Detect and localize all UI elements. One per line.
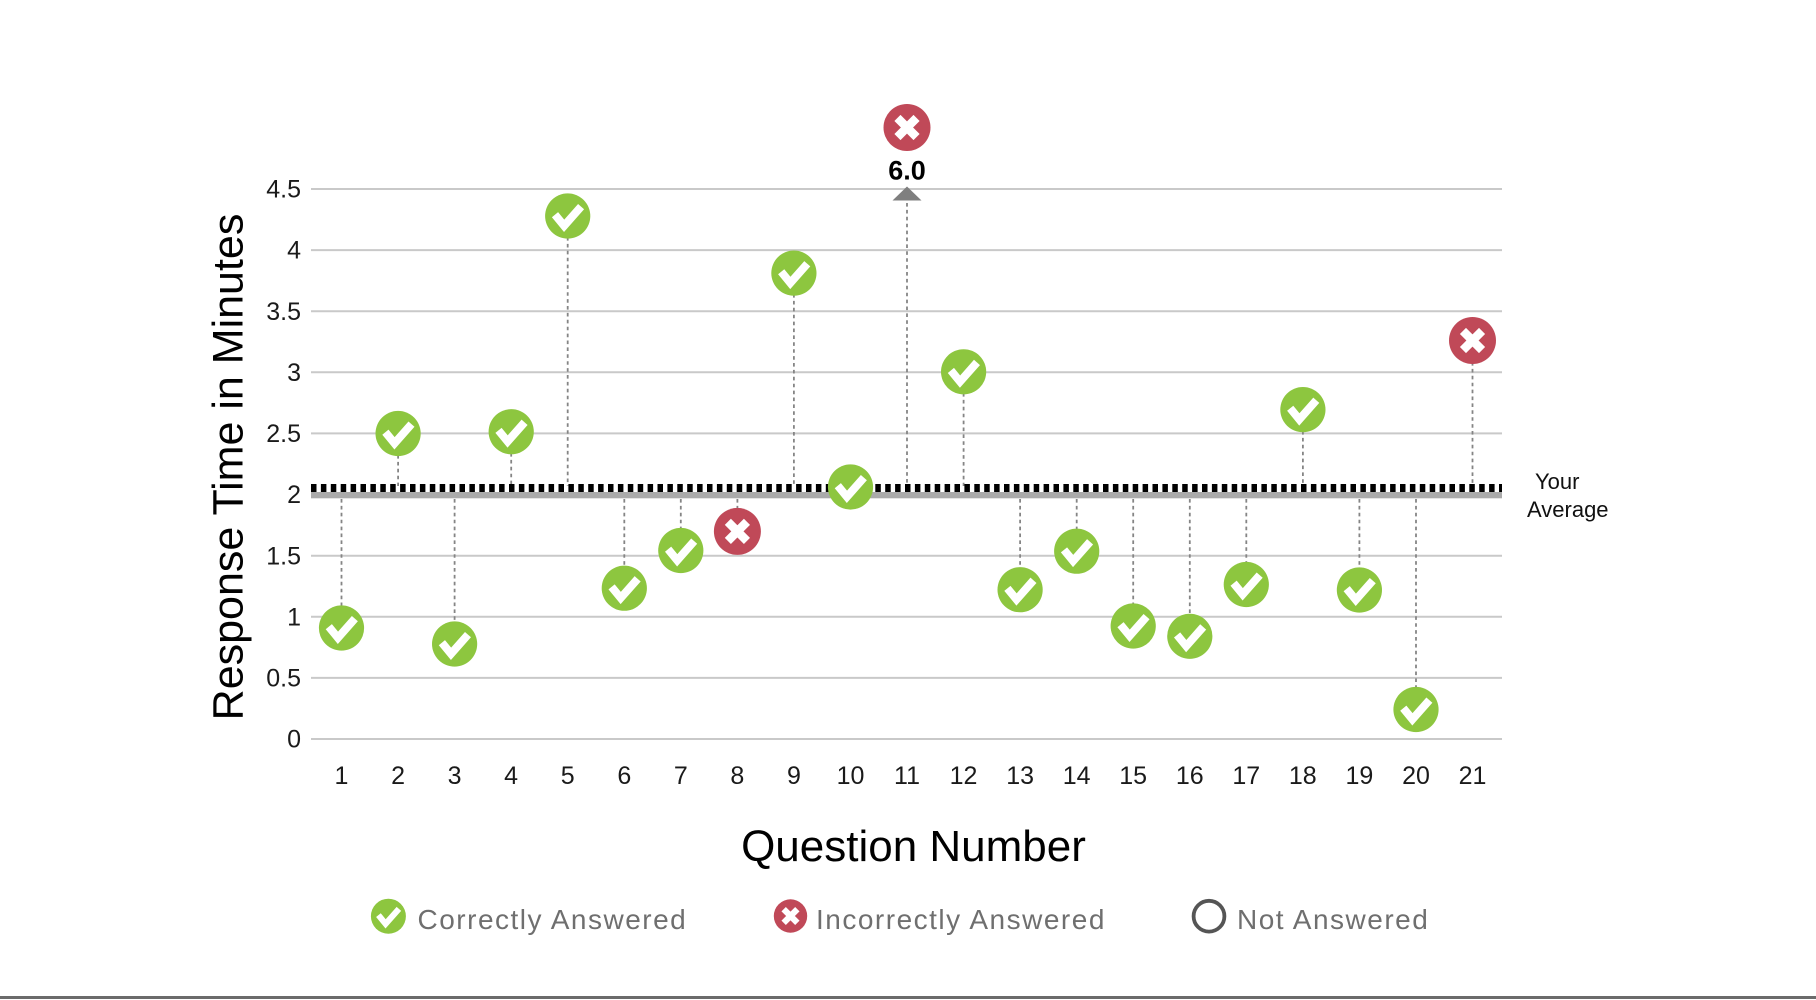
svg-text:6: 6 (617, 762, 631, 790)
svg-text:Correctly Answered: Correctly Answered (418, 904, 688, 935)
svg-text:8: 8 (730, 762, 744, 790)
svg-text:2: 2 (287, 481, 301, 509)
svg-text:2: 2 (391, 762, 405, 790)
svg-text:5: 5 (561, 762, 575, 790)
svg-text:Average: Average (1527, 497, 1609, 522)
svg-text:3: 3 (287, 359, 301, 387)
svg-text:Not Answered: Not Answered (1237, 904, 1429, 935)
svg-text:20: 20 (1402, 762, 1430, 790)
svg-text:4: 4 (287, 237, 301, 265)
svg-text:3: 3 (448, 762, 462, 790)
svg-text:3.5: 3.5 (266, 298, 301, 326)
svg-text:Your: Your (1535, 469, 1579, 494)
svg-text:2.5: 2.5 (266, 420, 301, 448)
svg-text:15: 15 (1119, 762, 1147, 790)
svg-text:9: 9 (787, 762, 801, 790)
svg-text:21: 21 (1459, 762, 1487, 790)
svg-text:10: 10 (837, 762, 865, 790)
svg-text:4.5: 4.5 (266, 176, 301, 204)
svg-text:1: 1 (287, 603, 301, 631)
svg-text:6.0: 6.0 (888, 156, 926, 186)
svg-text:1: 1 (335, 762, 349, 790)
svg-text:Response Time in Minutes: Response Time in Minutes (205, 214, 253, 721)
svg-text:17: 17 (1232, 762, 1260, 790)
svg-text:14: 14 (1063, 762, 1091, 790)
svg-text:11: 11 (894, 762, 920, 790)
svg-text:16: 16 (1176, 762, 1204, 790)
svg-text:1.5: 1.5 (266, 542, 301, 570)
svg-text:0.5: 0.5 (266, 665, 301, 693)
svg-text:13: 13 (1006, 762, 1034, 790)
svg-text:Incorrectly Answered: Incorrectly Answered (816, 904, 1106, 935)
svg-text:12: 12 (950, 762, 978, 790)
svg-text:7: 7 (674, 762, 688, 790)
svg-text:4: 4 (504, 762, 518, 790)
svg-text:19: 19 (1345, 762, 1373, 790)
svg-text:0: 0 (287, 726, 301, 754)
svg-text:Question Number: Question Number (741, 822, 1086, 871)
svg-text:18: 18 (1289, 762, 1317, 790)
